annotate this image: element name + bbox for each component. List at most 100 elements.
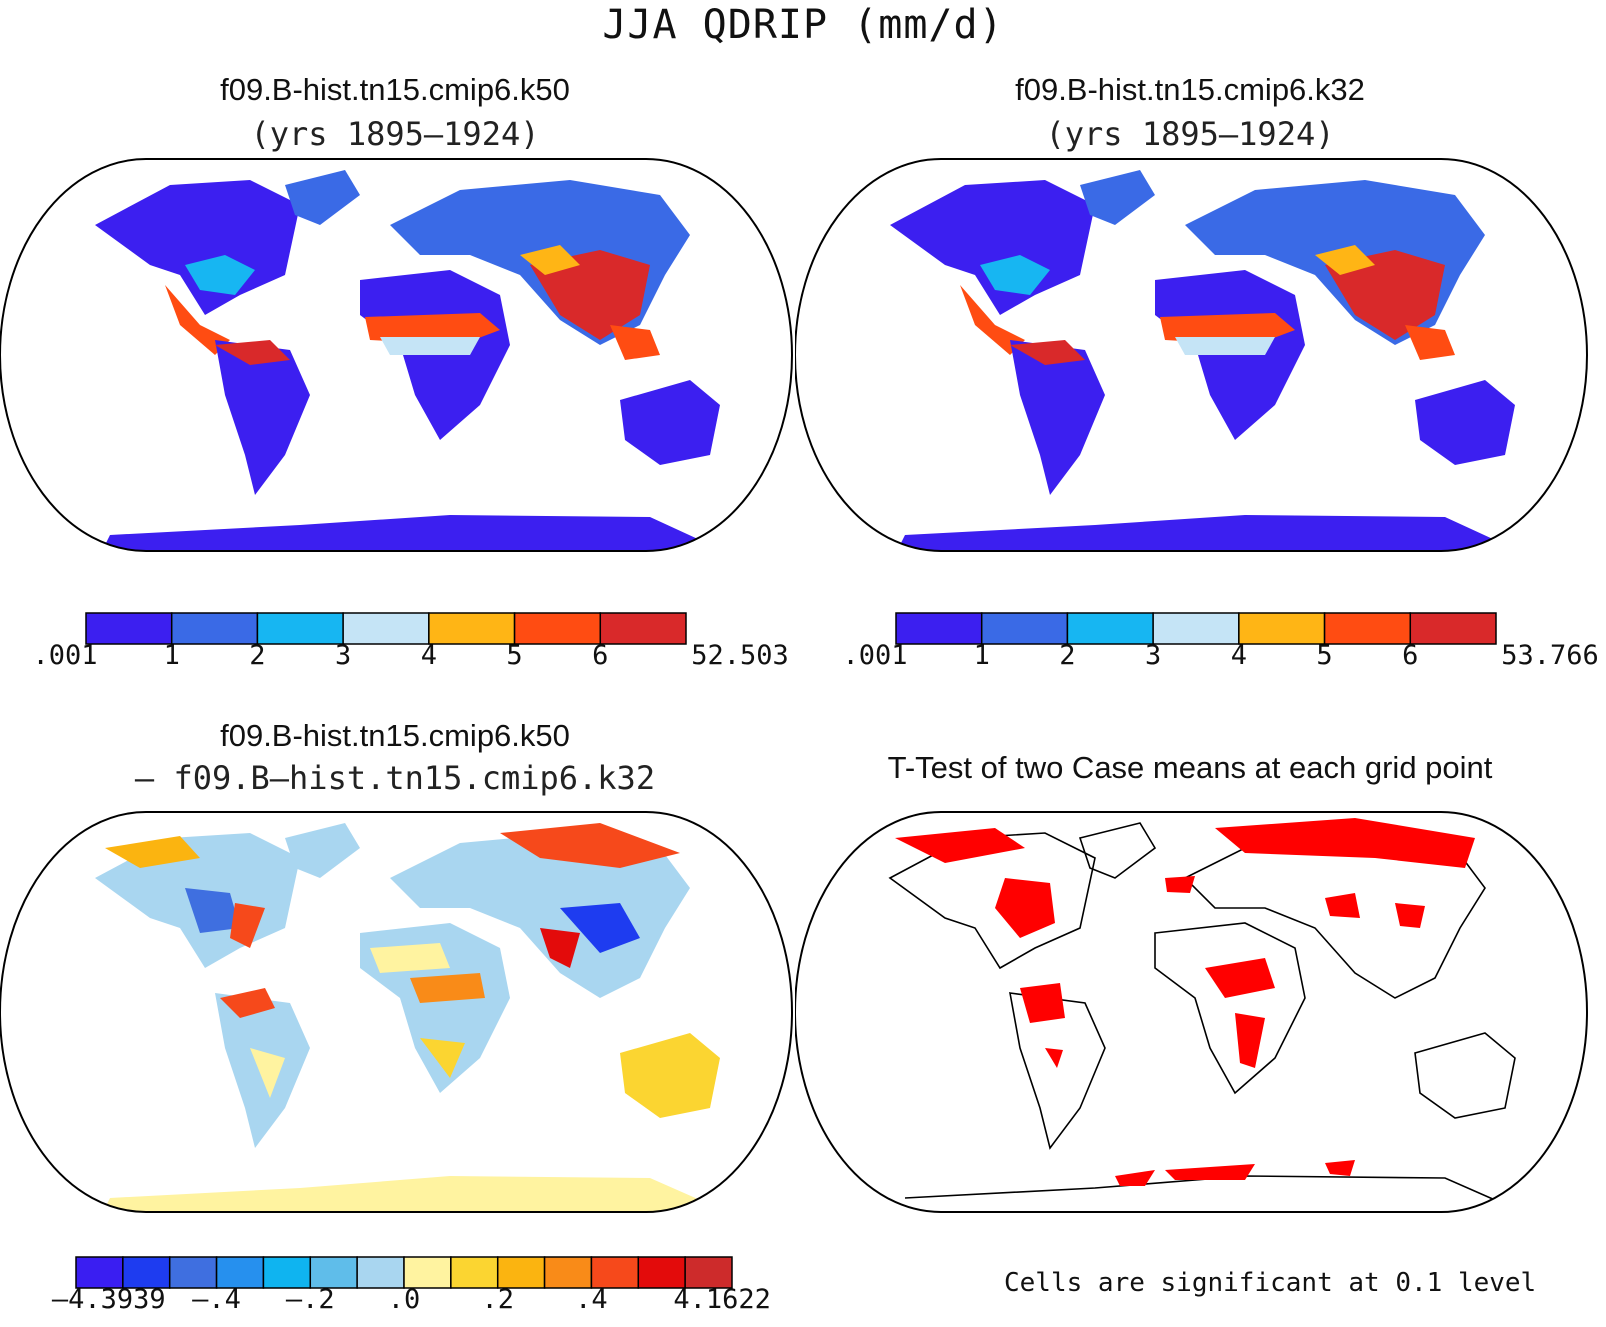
colorbar-swatch (403, 1256, 452, 1289)
significance-note: Cells are significant at 0.1 level (1004, 1268, 1537, 1298)
colorbar-tick-label: 52.503 (691, 640, 789, 671)
colorbar-top-left (85, 612, 687, 645)
colorbar-tick-label: 2 (1059, 640, 1076, 671)
colorbar-swatch (599, 612, 687, 645)
amazon-north-wet (1010, 340, 1085, 365)
map-svg-top-right (795, 158, 1588, 552)
colorbar-tick-label: .0 (387, 1284, 421, 1315)
colorbar-tick-label: 1 (163, 640, 180, 671)
colorbar-tick-label: 6 (592, 640, 609, 671)
east-asia-negative (560, 903, 640, 953)
colorbar-tick-label: 1 (973, 640, 990, 671)
north-america-negative (185, 888, 240, 933)
panel-title-top-left: f09.B-hist.tn15.cmip6.k50 (220, 72, 570, 107)
north-america-moist (980, 255, 1050, 295)
colorbar-tick-label: 4 (420, 640, 437, 671)
colorbar-swatch (1066, 612, 1154, 645)
map-frame (0, 158, 793, 552)
colorbar-swatch (496, 1256, 546, 1289)
siberia-positive (500, 823, 680, 868)
australia-land (1415, 380, 1515, 465)
colorbar-tick-label: 5 (506, 640, 523, 671)
colorbar-tick-label: .4 (575, 1284, 608, 1315)
map-svg-top-left (0, 158, 793, 552)
south-asia-positive (540, 928, 580, 968)
map-frame (0, 811, 793, 1213)
colorbar-swatch (85, 612, 173, 645)
greenland-outline (1078, 822, 1157, 879)
significant-cells-amazon (1020, 983, 1065, 1023)
significant-cells-siberia (1215, 818, 1475, 868)
map-top-right (795, 155, 1590, 555)
colorbar-labels-top-left: .001 1 2 3 4 5 6 52.503 (0, 640, 800, 680)
antarctica-land (100, 1176, 700, 1212)
map-svg-bottom-left (0, 811, 793, 1213)
east-asia-monsoon (530, 250, 650, 340)
sahara-neutral (370, 943, 450, 973)
map-frame (795, 811, 1588, 1213)
significant-cells-antarctica-central (1165, 1164, 1255, 1180)
australia-land (620, 1033, 720, 1118)
panel-title-bottom-right: T-Test of two Case means at each grid po… (887, 750, 1493, 785)
colorbar-tick-label: .001 (842, 640, 908, 671)
greenland-land (1080, 170, 1155, 225)
panel-title-top-right: f09.B-hist.tn15.cmip6.k32 (1015, 72, 1365, 107)
equatorial-africa (380, 337, 480, 355)
significant-cells-east-africa (1235, 1013, 1265, 1068)
colorbar-tick-label: 3 (335, 640, 352, 671)
maritime-continent (610, 325, 660, 360)
central-america-wet (165, 285, 230, 355)
amazon-north-wet (215, 340, 290, 365)
colorbar-tick-label: –.2 (285, 1284, 335, 1315)
colorbar-swatch (637, 1256, 686, 1289)
colorbar-tick-label: 5 (1316, 640, 1333, 671)
north-america-land (95, 180, 300, 315)
colorbar-svg-top-left (85, 612, 687, 645)
colorbar-top-right (895, 612, 1497, 645)
colorbar-tick-label: 4.1622 (673, 1284, 771, 1315)
colorbar-swatch (980, 612, 1069, 645)
map-svg-bottom-right (795, 811, 1588, 1213)
colorbar-swatch (428, 612, 516, 645)
east-asia-monsoon (1325, 250, 1445, 340)
significant-cells-sahel (1205, 958, 1275, 998)
panel-subtitle-bottom-left: – f09.B–hist.tn15.cmip6.k32 (134, 759, 656, 797)
colorbar-swatch (1238, 612, 1326, 645)
colorbar-swatch (122, 1256, 171, 1289)
south-america-land (215, 340, 310, 495)
africa-outline (1154, 922, 1306, 1095)
himalaya-band (520, 245, 580, 275)
colorbar-swatch (75, 1256, 124, 1289)
north-america-land (890, 180, 1095, 315)
significant-cells-central-asia (1325, 893, 1360, 918)
colorbar-tick-label: 4 (1230, 640, 1247, 671)
antarctica-land (100, 515, 700, 551)
central-america-wet (960, 285, 1025, 355)
colorbar-swatch (256, 612, 344, 645)
colorbar-tick-label: 53.766 (1501, 640, 1599, 671)
colorbar-swatch (543, 1256, 593, 1289)
south-america-outline (1009, 992, 1106, 1150)
north-america-moist (185, 255, 255, 295)
eurasia-land (390, 833, 690, 998)
south-america-neutral (250, 1048, 285, 1098)
colorbar-swatch (1409, 612, 1497, 645)
significant-cells-north-america (995, 878, 1055, 938)
colorbar-tick-label: 6 (1402, 640, 1419, 671)
greenland-land (285, 823, 360, 878)
maritime-continent (1405, 325, 1455, 360)
east-coast-positive (230, 903, 265, 948)
colorbar-swatch (356, 1256, 405, 1289)
panel-title-bottom-left: f09.B-hist.tn15.cmip6.k50 (220, 718, 570, 753)
map-bottom-right (795, 808, 1590, 1218)
colorbar-svg-top-right (895, 612, 1497, 645)
significant-cells-antarctica-west (1115, 1170, 1155, 1186)
colorbar-labels-top-right: .001 1 2 3 4 5 6 53.766 (0, 640, 1606, 680)
antarctica-land (895, 515, 1495, 551)
equatorial-africa (1175, 337, 1275, 355)
amazon-north-positive (220, 988, 275, 1018)
significant-cells-south-america (1045, 1048, 1063, 1068)
significant-cells-arctic-america (895, 828, 1025, 863)
map-top-left (0, 155, 795, 555)
colorbar-swatch (1323, 612, 1412, 645)
